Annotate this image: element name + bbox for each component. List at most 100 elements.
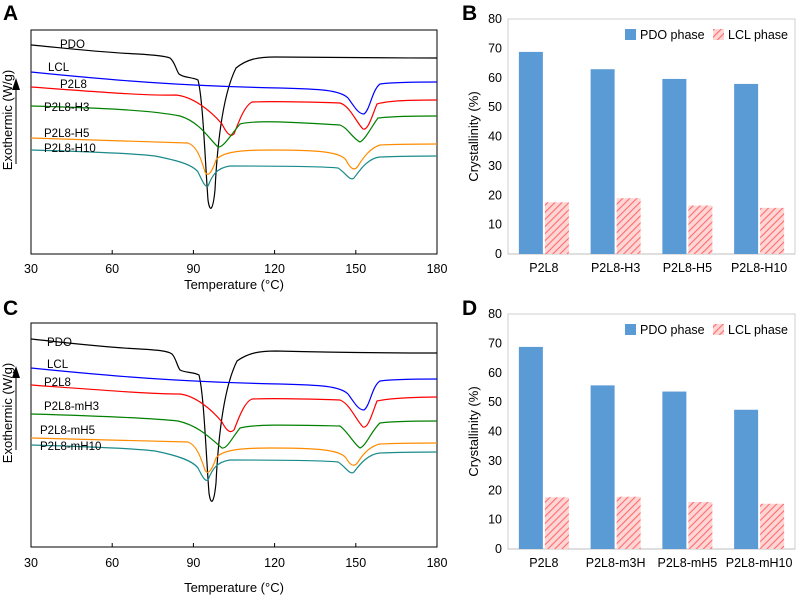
chart-c-xtick: 30 (24, 556, 38, 570)
chart-c-xlabel: Temperature (°C) (184, 580, 284, 595)
chart-c-label-pdo: PDO (47, 337, 72, 349)
chart-a-xtick: 90 (186, 262, 200, 276)
chart-c-ylabel: Exothermic (W/g) (0, 363, 15, 463)
chart-c-xtick: 90 (186, 556, 200, 570)
chart-d-bar-lcl (616, 496, 641, 549)
chart-c-xtick: 120 (264, 556, 285, 570)
chart-b-legend-swatch-pdo (625, 29, 636, 40)
chart-b-ytick: 30 (488, 159, 502, 173)
chart-c-curve-lcl (30, 367, 438, 411)
chart-b-category-label: P2L8-H3 (591, 261, 640, 275)
chart-c-label-lcl: LCL (47, 359, 69, 371)
chart-a-xlabel: Temperature (°C) (184, 277, 284, 292)
chart-d-legend-swatch-pdo (625, 324, 636, 335)
chart-c-xtick: 180 (427, 556, 448, 570)
chart-a-label-h10: P2L8-H10 (44, 143, 96, 155)
chart-c-curve-pdo (30, 338, 438, 502)
chart-a-ylabel: Exothermic (W/g) (0, 70, 15, 170)
chart-d-ytick: 10 (488, 513, 502, 527)
chart-a-label-pdo: PDO (60, 39, 85, 51)
chart-b-bar-lcl (616, 198, 641, 254)
chart-d-ytick: 70 (488, 336, 502, 350)
chart-d: 0 10 20 30 40 50 60 70 80 Crystallinity (%) P2L8 P2… (466, 307, 796, 570)
chart-b-bar-pdo (734, 83, 759, 254)
chart-a-curve-h10 (30, 149, 438, 187)
chart-c-label-mh5: P2L8-mH5 (40, 425, 95, 437)
chart-d-ytick: 60 (488, 366, 502, 380)
chart-a-frame (30, 29, 438, 255)
chart-d-ytick: 40 (488, 425, 502, 439)
chart-c: Exothermic (W/g) Temperature (°C) PDO LC… (0, 322, 447, 595)
chart-c-curve-mh10 (30, 444, 438, 481)
chart-b-bar-pdo (590, 69, 615, 254)
chart-d-ylabel: Crystallinity (%) (466, 386, 481, 476)
chart-b-legend-label-pdo: PDO phase (640, 28, 705, 42)
chart-b-ytick: 40 (488, 130, 502, 144)
chart-c-xtick: 60 (105, 556, 119, 570)
chart-d-bar-lcl (688, 502, 713, 549)
chart-d-ytick: 0 (495, 542, 502, 556)
panel-label-b: B (462, 2, 477, 25)
chart-a-arrow-head (12, 78, 20, 90)
chart-b-legend-label-lcl: LCL phase (728, 28, 788, 42)
chart-d-category-label: P2L8-mH10 (726, 556, 793, 570)
chart-b-ytick: 0 (495, 247, 502, 261)
chart-d-bar-lcl (544, 497, 569, 549)
chart-d-legend-swatch-lcl (713, 324, 724, 335)
chart-b: 0 10 20 30 40 50 60 70 80 Crystallinity (%) P2L8 P2… (466, 12, 796, 275)
chart-a-label-h5: P2L8-H5 (44, 128, 89, 140)
chart-d-ytick: 80 (488, 307, 502, 321)
chart-a-label-lcl: LCL (48, 62, 70, 74)
chart-a-label-h3: P2L8-H3 (44, 102, 89, 114)
chart-c-label-mh3: P2L8-mH3 (44, 401, 99, 413)
chart-a-xtick: 180 (427, 262, 448, 276)
chart-d-ytick: 50 (488, 395, 502, 409)
chart-b-legend-swatch-lcl (713, 29, 724, 40)
chart-d-ytick: 20 (488, 483, 502, 497)
chart-a-xaxis: 30 60 90 120 150 180 (24, 250, 447, 276)
chart-b-bar-lcl (760, 207, 785, 254)
chart-b-ytick: 80 (488, 12, 502, 26)
chart-b-ytick: 20 (488, 188, 502, 202)
chart-b-ytick: 10 (488, 218, 502, 232)
chart-c-label-p2l8: P2L8 (44, 377, 71, 389)
chart-b-bar-lcl (688, 205, 713, 254)
chart-b-ylabel: Crystallinity (%) (466, 91, 481, 181)
panel-label-a: A (3, 2, 18, 25)
chart-c-frame (30, 322, 438, 548)
chart-c-curve-mh3 (30, 413, 438, 449)
chart-b-ytick: 60 (488, 71, 502, 85)
chart-a-xtick: 30 (24, 262, 38, 276)
chart-c-curve-p2l8 (30, 384, 438, 433)
chart-a-curve-h5 (30, 137, 438, 175)
chart-a-curve-p2l8 (30, 86, 438, 136)
chart-b-category-label: P2L8-H5 (663, 261, 712, 275)
panel-label-d: D (462, 297, 477, 320)
chart-a-curve-lcl (30, 71, 438, 115)
chart-d-category-label: P2L8-m3H (586, 556, 646, 570)
chart-c-arrow-head (12, 366, 20, 378)
chart-a-curve-pdo (30, 44, 438, 209)
chart-d-bar-pdo (662, 391, 687, 549)
chart-a-curve-h3 (30, 105, 438, 148)
chart-d-legend-label-lcl: LCL phase (728, 323, 788, 337)
chart-a-label-p2l8: P2L8 (60, 79, 87, 91)
chart-b-ytick: 50 (488, 100, 502, 114)
panel-label-c: C (3, 297, 18, 320)
chart-d-legend-label-pdo: PDO phase (640, 323, 705, 337)
chart-d-category-label: P2L8 (529, 556, 558, 570)
chart-b-category-label: P2L8-H10 (731, 261, 787, 275)
chart-a-xtick: 150 (345, 262, 366, 276)
chart-a-xtick: 60 (105, 262, 119, 276)
chart-c-xaxis: 30 60 90 120 150 180 (24, 543, 447, 570)
chart-b-ytick: 70 (488, 41, 502, 55)
chart-d-bar-pdo (518, 346, 543, 549)
chart-a-xtick: 120 (264, 262, 285, 276)
chart-d-bar-pdo (734, 409, 759, 549)
chart-d-bar-pdo (590, 385, 615, 549)
chart-a: Exothermic (W/g) Temperature (°C) PDO LC… (0, 29, 447, 292)
chart-b-bar-pdo (518, 51, 543, 255)
chart-d-category-label: P2L8-mH5 (658, 556, 718, 570)
chart-b-bar-lcl (544, 202, 569, 254)
